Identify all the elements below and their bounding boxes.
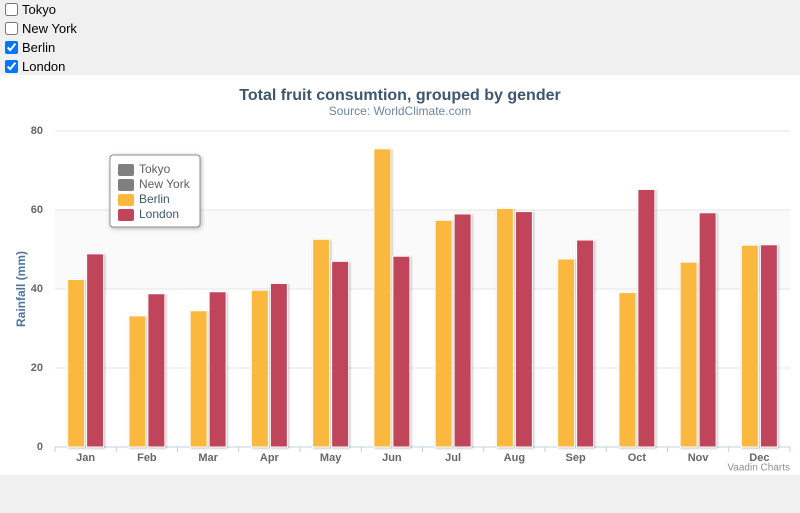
x-tick-label: Jun (382, 452, 402, 464)
checkbox[interactable] (5, 3, 18, 16)
bar (453, 213, 472, 448)
bar (208, 291, 227, 448)
chart-title: Total fruit consumtion, grouped by gende… (239, 87, 560, 104)
bar (759, 244, 778, 448)
bar (331, 260, 350, 448)
series-toggle[interactable]: London (4, 57, 77, 76)
x-tick-label: Sep (566, 452, 586, 464)
bar (557, 258, 576, 448)
x-tick-label: Dec (749, 452, 769, 464)
legend-label: New York (139, 177, 191, 191)
x-tick-label: May (320, 452, 342, 464)
x-tick-label: Jul (445, 452, 461, 464)
bar (679, 261, 698, 448)
legend-swatch (118, 194, 134, 206)
legend-label: Tokyo (139, 162, 171, 176)
x-tick-label: Jan (76, 452, 95, 464)
y-tick-label: 80 (31, 125, 43, 137)
y-tick-label: 0 (37, 441, 43, 453)
x-tick-label: Oct (628, 452, 647, 464)
legend-swatch (118, 209, 134, 221)
legend-swatch (118, 164, 134, 176)
series-toggle[interactable]: Tokyo (4, 0, 77, 19)
y-tick-label: 60 (31, 204, 43, 216)
chart-subtitle: Source: WorldClimate.com (329, 104, 472, 118)
x-tick-label: Feb (137, 452, 157, 464)
x-tick-label: Mar (198, 452, 218, 464)
bar (495, 207, 514, 448)
checkbox-label[interactable]: Berlin (22, 40, 56, 55)
bar (434, 219, 453, 448)
series-toggle[interactable]: Berlin (4, 38, 77, 57)
bar (392, 255, 411, 448)
bar (637, 188, 656, 448)
series-toggle[interactable]: New York (4, 19, 77, 38)
legend-label: Berlin (139, 192, 170, 206)
bar (67, 279, 86, 448)
bar (312, 238, 331, 448)
bar (250, 289, 269, 448)
bar (514, 211, 533, 448)
credits: Vaadin Charts (727, 463, 790, 474)
bar (576, 239, 595, 448)
legend-label: London (139, 207, 179, 221)
series-toggles: Tokyo New York Berlin London (4, 0, 77, 76)
bar (618, 292, 637, 448)
checkbox[interactable] (5, 22, 18, 35)
bar (740, 244, 759, 448)
checkbox-label[interactable]: Tokyo (22, 2, 56, 17)
bar (698, 212, 717, 448)
checkbox[interactable] (5, 41, 18, 54)
bar (269, 282, 288, 448)
bar (147, 293, 166, 448)
legend-swatch (118, 179, 134, 191)
bar (86, 253, 105, 448)
x-tick-label: Nov (688, 452, 710, 464)
checkbox-label[interactable]: New York (22, 21, 77, 36)
y-axis-title: Rainfall (mm) (14, 251, 28, 327)
bar (128, 315, 147, 448)
checkbox-label[interactable]: London (22, 59, 66, 74)
y-tick-label: 20 (31, 362, 43, 374)
x-tick-label: Aug (504, 452, 525, 464)
y-tick-label: 40 (31, 283, 43, 295)
bar (373, 148, 392, 448)
x-tick-label: Apr (260, 452, 280, 464)
bar (189, 310, 208, 448)
checkbox[interactable] (5, 60, 18, 73)
